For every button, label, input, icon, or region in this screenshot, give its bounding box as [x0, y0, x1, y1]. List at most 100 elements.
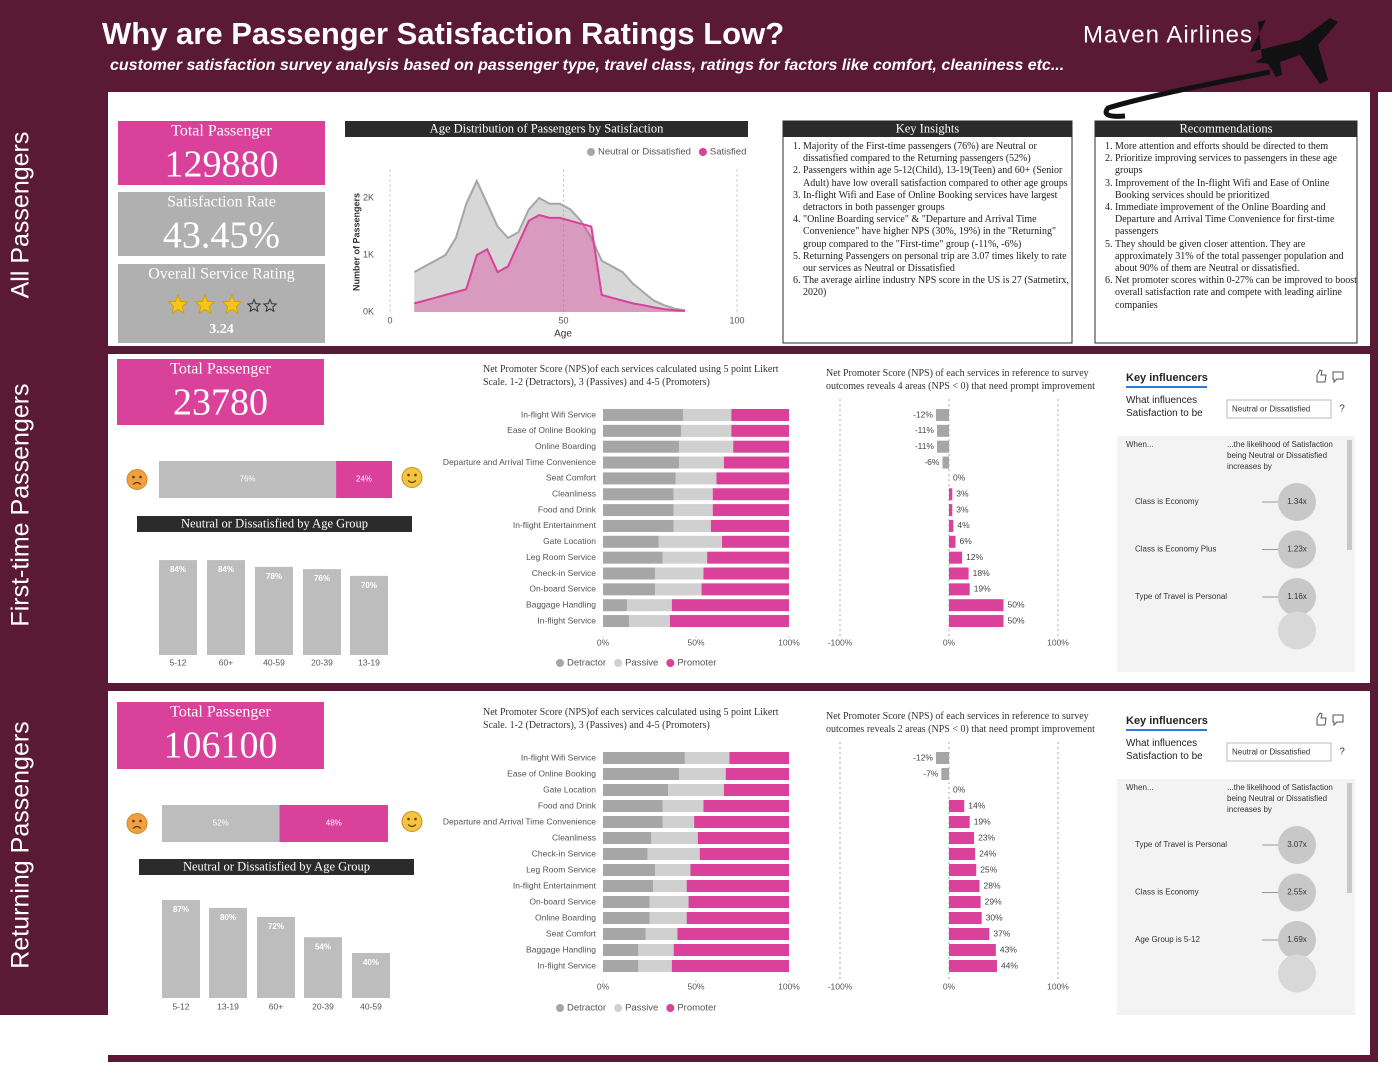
- ki-bubble: [1278, 873, 1316, 912]
- ki-when: When...: [1126, 783, 1154, 792]
- data-label: 24%: [979, 848, 996, 858]
- star-icon: [194, 293, 216, 315]
- bar: [942, 456, 949, 469]
- bar: [257, 916, 295, 998]
- ki-factor-value: 1.16x: [1287, 592, 1307, 601]
- bar-segment: [603, 848, 648, 860]
- bar-segment: [638, 960, 672, 972]
- data-label: 23%: [978, 832, 995, 842]
- x-tick-label: 5-12: [169, 657, 186, 667]
- section-divider: [108, 346, 1370, 354]
- area-fill: [414, 180, 685, 312]
- kpi-label: Total Passenger: [170, 361, 271, 378]
- bar: [949, 535, 956, 548]
- list-item: More attention and efforts should be dir…: [1115, 141, 1365, 153]
- list-item: Passengers within age 5-12(Child), 13-19…: [803, 165, 1080, 189]
- y-tick-label: Departure and Arrival Time Convenience: [443, 457, 596, 467]
- data-label: 54%: [315, 942, 331, 951]
- ki-factor: Type of Travel is Personal: [1135, 840, 1227, 849]
- bar: [949, 551, 963, 564]
- list-item: Improvement of the In-flight Wifi and Ea…: [1115, 178, 1365, 202]
- kpi-card: [118, 192, 325, 256]
- page-subtitle: customer satisfaction survey analysis ba…: [110, 57, 1064, 74]
- bar-segment: [603, 583, 656, 596]
- x-tick-label: 20-39: [311, 657, 333, 667]
- bar-segment: [603, 752, 685, 764]
- star-icon: [167, 293, 189, 315]
- x-tick-label: 0%: [597, 637, 610, 647]
- bar-segment: [673, 944, 789, 956]
- bar-segment: [603, 488, 674, 501]
- bar-segment: [649, 912, 687, 924]
- y-tick-label: Baggage Handling: [526, 599, 596, 609]
- ki-dropdown[interactable]: [1226, 742, 1332, 762]
- ki-selection[interactable]: Neutral or Dissatisfied: [1232, 748, 1310, 757]
- ki-likelihood: ...the likelihood of Satisfaction being …: [1227, 440, 1333, 471]
- x-tick-label: 20-39: [312, 1001, 334, 1011]
- x-tick-label: 13-19: [217, 1001, 239, 1011]
- legend-marker: [698, 148, 707, 156]
- bar: [949, 912, 982, 924]
- kpi-label: Total Passenger: [170, 704, 271, 721]
- bar: [949, 488, 953, 501]
- bar-segment: [603, 472, 676, 485]
- x-axis-label: Age: [554, 329, 572, 340]
- x-tick-label: 0%: [943, 637, 956, 647]
- ki-dropdown[interactable]: [1226, 399, 1332, 419]
- bar-segment: [669, 615, 789, 628]
- section-divider: [108, 683, 1370, 691]
- data-label: 14%: [968, 800, 985, 810]
- bar-segment: [733, 440, 789, 453]
- chart-title: Net Promoter Score (NPS)of each services…: [483, 707, 779, 731]
- header-bar: [139, 859, 414, 875]
- bar-segment: [603, 816, 663, 828]
- bar-segment: [336, 461, 392, 498]
- bar-segment: [645, 928, 678, 940]
- x-tick-label: -100%: [828, 981, 853, 991]
- ki-bubble: [1278, 530, 1316, 569]
- bar: [949, 816, 970, 828]
- chart-title: Net Promoter Score (NPS)of each services…: [483, 364, 779, 388]
- bar-segment: [703, 800, 789, 812]
- bar-segment: [655, 864, 691, 876]
- kpi-value: 23780: [173, 382, 268, 424]
- bar-segment: [603, 768, 680, 780]
- data-label: 25%: [980, 864, 997, 874]
- bar-segment: [629, 615, 670, 628]
- face-mouth: [132, 481, 142, 485]
- chart-title: Neutral or Dissatisfied by Age Group: [181, 516, 368, 530]
- data-label: -11%: [915, 425, 935, 435]
- y-tick-label: In-flight Entertainment: [513, 880, 597, 890]
- bar-segment: [673, 504, 713, 517]
- y-tick-label: 2K: [363, 192, 374, 202]
- bar-segment: [686, 912, 789, 924]
- bar-segment: [603, 880, 654, 892]
- ki-prompt: What influences Satisfaction to be: [1126, 395, 1203, 419]
- legend-marker: [666, 1004, 675, 1012]
- header-bar: [345, 121, 748, 137]
- list-item: Returning Passengers on personal trip ar…: [803, 251, 1080, 275]
- x-tick-label: 60+: [269, 1001, 283, 1011]
- bar-segment: [279, 805, 388, 842]
- bar-segment: [603, 456, 680, 469]
- data-label: 19%: [974, 816, 991, 826]
- data-label: 29%: [985, 896, 1002, 906]
- bar-segment: [716, 472, 789, 485]
- header-band: [0, 0, 1392, 92]
- list-item: They should be given closer attention. T…: [1115, 239, 1365, 276]
- legend-label: Satisfied: [710, 147, 746, 158]
- face-icon: [126, 469, 148, 490]
- ki-selection[interactable]: Neutral or Dissatisfied: [1232, 405, 1310, 414]
- y-tick-label: 1K: [363, 249, 374, 259]
- face-eye: [407, 817, 410, 821]
- bar: [949, 832, 975, 844]
- y-tick-label: On-board Service: [529, 584, 596, 594]
- face-eye: [414, 473, 417, 477]
- data-label: 80%: [220, 913, 236, 922]
- bar: [935, 752, 949, 764]
- kpi-value: 3.24: [209, 322, 234, 337]
- data-label: 50%: [1008, 599, 1025, 609]
- data-label: 3%: [956, 489, 969, 499]
- side-band: [0, 0, 108, 1015]
- ki-bubble: [1278, 954, 1316, 993]
